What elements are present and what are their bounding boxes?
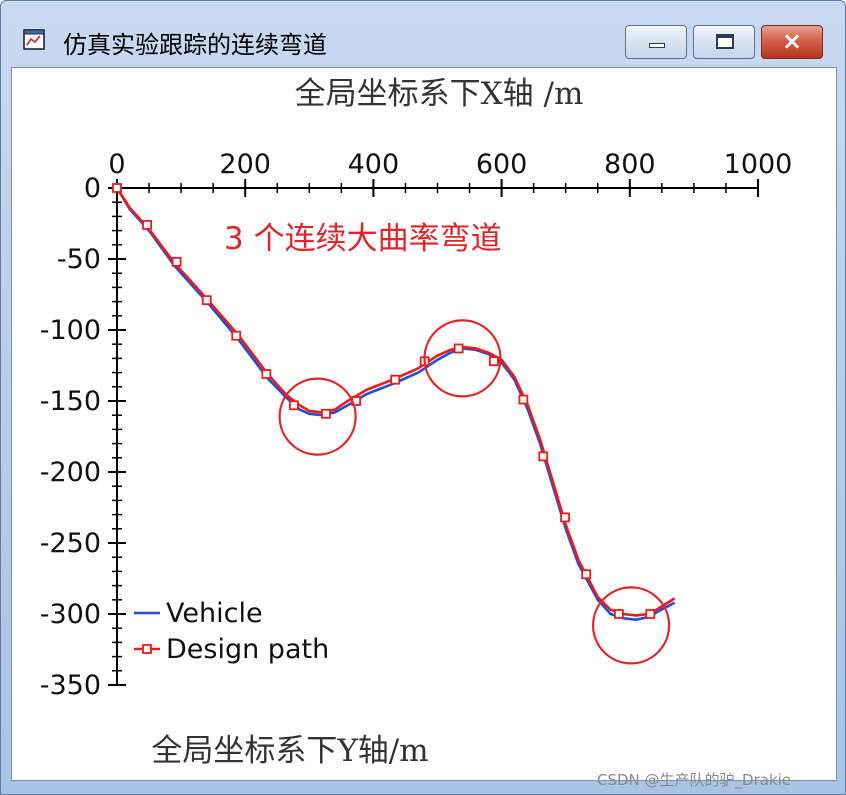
y-tick-label: -50 bbox=[57, 244, 101, 275]
legend-marker-design-path bbox=[142, 644, 152, 654]
x-axis-title: 全局坐标系下X轴 /m bbox=[295, 76, 584, 112]
close-icon: × bbox=[781, 27, 803, 55]
data-point-design-path bbox=[390, 374, 401, 385]
data-point-design-path bbox=[614, 609, 624, 619]
data-point-design-path bbox=[560, 512, 570, 523]
y-tick-label: 0 bbox=[84, 173, 101, 204]
maximize-icon bbox=[716, 34, 734, 49]
data-point-design-path bbox=[231, 330, 242, 341]
data-point-design-path bbox=[538, 451, 549, 462]
data-point-design-path bbox=[581, 569, 592, 580]
x-tick-label: 200 bbox=[219, 149, 271, 180]
y-tick-label: -100 bbox=[40, 315, 101, 346]
x-tick-label: 0 bbox=[108, 149, 125, 180]
watermark: CSDN @生产队的驴_Drakie bbox=[597, 771, 792, 789]
maximize-button[interactable] bbox=[693, 25, 755, 59]
data-point-design-path bbox=[261, 369, 272, 379]
chart-window-icon bbox=[23, 29, 45, 50]
legend-label-design-path: Design path bbox=[166, 634, 329, 665]
data-point-design-path bbox=[645, 609, 656, 619]
data-point-design-path bbox=[112, 183, 122, 193]
y-tick-label: -250 bbox=[40, 528, 101, 559]
y-tick-label: -150 bbox=[40, 386, 101, 417]
curve-highlight-circle bbox=[278, 377, 357, 456]
x-tick-label: 600 bbox=[476, 149, 528, 180]
title-bar[interactable]: 仿真实验跟踪的连续弯道 × bbox=[1, 1, 845, 63]
plot-area: 全局坐标系下X轴 /m 全局坐标系下Y轴/m 3 个连续大曲率弯道 0 200 40… bbox=[11, 67, 837, 781]
y-axis-title: 全局坐标系下Y轴/m bbox=[151, 733, 428, 769]
minimize-button[interactable] bbox=[625, 25, 687, 59]
close-button[interactable]: × bbox=[761, 25, 823, 59]
curve-highlight-circle bbox=[423, 319, 502, 398]
data-point-design-path bbox=[321, 408, 331, 419]
window-title: 仿真实验跟踪的连续弯道 bbox=[63, 31, 327, 59]
x-tick-label: 1000 bbox=[724, 149, 793, 180]
data-point-design-path bbox=[142, 220, 153, 230]
data-point-design-path bbox=[171, 256, 182, 267]
y-tick-label: -350 bbox=[40, 670, 101, 701]
minimize-icon bbox=[649, 43, 665, 48]
legend: Vehicle Design path bbox=[134, 598, 329, 665]
curve-highlight-circle bbox=[591, 586, 671, 665]
data-point-design-path bbox=[201, 295, 212, 306]
x-tick-label: 400 bbox=[348, 149, 400, 180]
data-point-design-path bbox=[289, 400, 299, 411]
x-tick-label: 800 bbox=[604, 149, 656, 180]
highlight-group bbox=[278, 319, 671, 665]
y-tick-label: -300 bbox=[40, 599, 101, 630]
legend-label-vehicle: Vehicle bbox=[166, 598, 263, 629]
chart: 全局坐标系下X轴 /m 全局坐标系下Y轴/m 3 个连续大曲率弯道 0 200 40… bbox=[40, 76, 793, 769]
y-tick-label: -200 bbox=[40, 457, 101, 488]
chart-annotation: 3 个连续大曲率弯道 bbox=[224, 221, 502, 257]
data-point-design-path bbox=[453, 343, 464, 354]
data-point-design-path bbox=[489, 356, 499, 367]
data-point-design-path bbox=[518, 394, 529, 405]
axes-group: 0 200 400 600 800 1000 0 -50 -100 -150 -200 -250 -30… bbox=[40, 149, 793, 701]
